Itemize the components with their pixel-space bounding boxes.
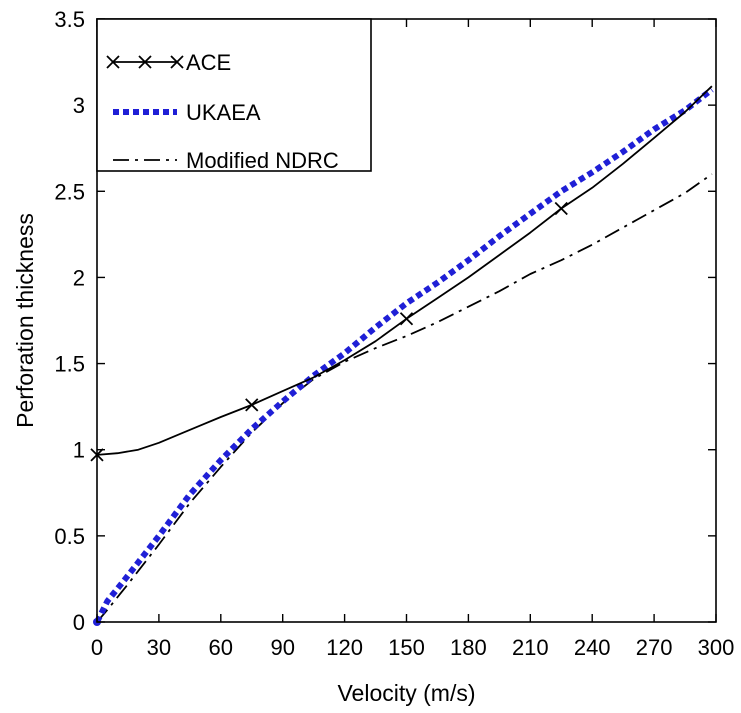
y-tick-label: 0 [73,610,85,635]
tick-layer: 0 30 60 90 120 150 180 210 240 270 300 0 0.5 1 1.5 2 2.5… [54,7,734,660]
y-tick-label: 2 [73,265,85,290]
series-marker [554,201,568,216]
series-marker [245,398,259,412]
x-tick-label: 180 [450,635,487,660]
x-tick-label: 120 [326,635,363,660]
marker-stroke [399,312,414,326]
x-tick-label: 210 [512,635,549,660]
y-tick-label: 2.5 [54,179,85,204]
x-tick-label: 150 [388,635,425,660]
y-tick-label: 1.5 [54,352,85,377]
x-tick-label: 240 [574,635,611,660]
legend-box [96,18,372,172]
marker-stroke [554,201,568,216]
series-line-2 [94,87,714,624]
legend-label-2: UKAEA [186,100,261,125]
x-tick-label: 300 [698,635,735,660]
series-marker [399,312,414,326]
y-tick-label: 3 [73,93,85,118]
legend-marker [138,55,152,69]
x-tick-label: 60 [209,635,233,660]
legend-marker [170,55,184,69]
y-tick-label: 3.5 [54,7,85,32]
y-tick-label: 1 [73,438,85,463]
x-tick-label: 30 [147,635,171,660]
x-tick-label: 0 [91,635,103,660]
series-line-1 [96,85,713,456]
x-axis-label: Velocity (m/s) [337,680,475,706]
x-tick-label: 270 [636,635,673,660]
legend-marker [106,55,120,69]
legend-label-1: ACE [186,50,231,75]
x-tick-label: 90 [270,635,294,660]
legend-label-3: Modified NDRC [186,148,339,173]
marker-stroke [245,398,259,412]
series-line-3 [96,173,713,623]
y-axis-label: Perforation thickness [12,213,38,428]
y-tick-label: 0.5 [54,524,85,549]
legend: ACE UKAEA Modified NDRC [96,18,372,173]
